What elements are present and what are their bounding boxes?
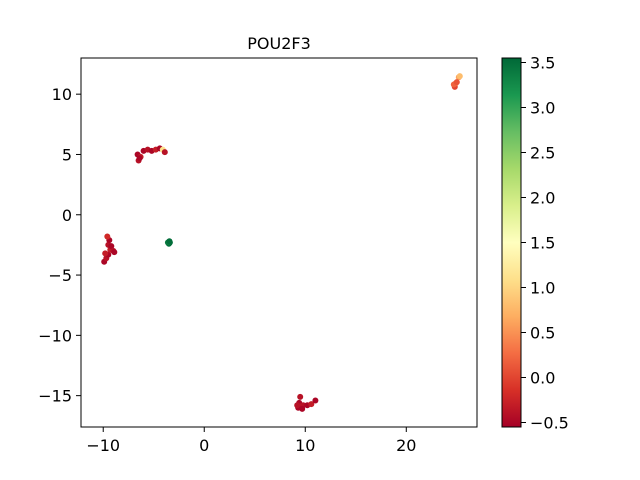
colorbar-tick-label: 0.0 (530, 369, 555, 388)
y-tick-label: −15 (38, 387, 72, 406)
y-tick-label: 0 (62, 206, 72, 225)
scatter-point (456, 73, 463, 80)
colorbar-tick-label: 0.5 (530, 324, 555, 343)
scatter-point (136, 155, 143, 162)
y-tick-label: −10 (38, 326, 72, 345)
scatter-point (108, 243, 115, 250)
colorbar-tick-label: 3.5 (530, 54, 555, 73)
colorbar-tick-label: −0.5 (530, 414, 569, 433)
x-tick-label: 10 (295, 436, 315, 455)
points-layer (101, 73, 463, 412)
colorbar-tick-label: 1.0 (530, 279, 555, 298)
x-tick-label: 0 (199, 436, 209, 455)
colorbar-ticks: 3.5 3.0 2.5 2.0 1.5 1.0 0.5 0.0 −0.5 (521, 54, 569, 433)
scatter-point (312, 397, 319, 404)
colorbar-tick-label: 2.0 (530, 189, 555, 208)
x-axis: −10 0 10 20 (86, 427, 416, 455)
colorbar-tick-label: 2.5 (530, 144, 555, 163)
scatter-point (294, 402, 301, 409)
scatter-point (111, 249, 118, 256)
colorbar-tick-label: 1.5 (530, 234, 555, 253)
x-tick-label: 20 (396, 436, 416, 455)
x-tick-label: −10 (86, 436, 120, 455)
scatter-point (161, 149, 168, 156)
scatter-point (453, 79, 460, 86)
y-tick-label: 10 (52, 85, 72, 104)
colorbar (502, 58, 521, 427)
scatter-point (299, 405, 306, 412)
plot-frame (80, 57, 478, 428)
scatter-point (102, 250, 109, 257)
plot-area (81, 58, 477, 427)
scatter-point (104, 233, 111, 240)
scatter-point (166, 238, 173, 245)
y-tick-label: −5 (48, 266, 72, 285)
chart-title: POU2F3 (247, 34, 311, 53)
scatter-point (297, 393, 304, 400)
scatter-point (308, 401, 315, 408)
colorbar-tick-label: 3.0 (530, 99, 555, 118)
y-axis: 10 5 0 −5 −10 −15 (38, 85, 81, 406)
y-tick-label: 5 (62, 145, 72, 164)
